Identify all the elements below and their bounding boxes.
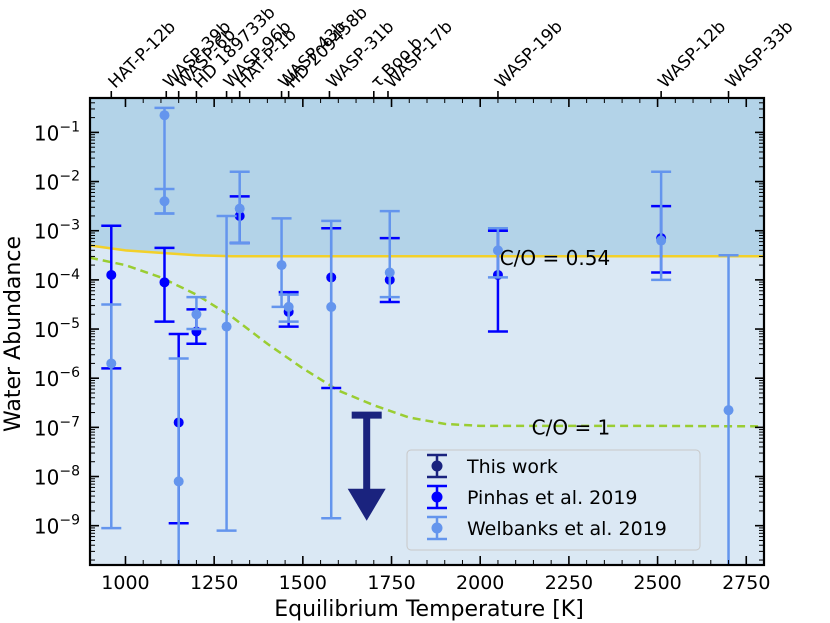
data-marker (656, 235, 667, 246)
data-marker (492, 245, 503, 256)
legend-box (406, 449, 701, 551)
data-marker (234, 203, 245, 214)
legend-label: This work (466, 456, 558, 478)
legend-marker (431, 491, 443, 503)
legend-label: Pinhas et al. 2019 (467, 487, 638, 509)
data-marker (159, 196, 170, 207)
welbanks-point (651, 170, 672, 282)
y-tick-label: 10−5 (34, 316, 80, 342)
x-tick-label: 1500 (279, 572, 327, 594)
legend-entry: This work (427, 453, 558, 479)
welbanks-point (321, 219, 342, 520)
welbanks-point (168, 357, 189, 565)
x-tick-label: 1750 (367, 572, 415, 594)
planet-label: WASP-33b (722, 17, 797, 92)
this-work-upper-limit-arrow (347, 411, 386, 521)
y-tick-label: 10−4 (34, 267, 80, 293)
legend-marker (431, 522, 443, 534)
x-tick-label: 1000 (101, 572, 149, 594)
region-above-co-054 (90, 98, 764, 257)
y-tick-label: 10−6 (34, 365, 80, 391)
upper-limit-arrowhead (347, 488, 386, 521)
y-tick-label: 10−8 (34, 464, 80, 490)
data-marker (191, 309, 202, 320)
legend-marker (431, 460, 443, 472)
y-tick-label: 10−9 (34, 513, 80, 539)
x-tick-label: 2250 (545, 572, 593, 594)
y-tick-label: 10−7 (34, 414, 80, 440)
x-tick-label: 1250 (190, 572, 238, 594)
planet-label: WASP-19b (491, 17, 566, 92)
data-marker (173, 476, 184, 487)
data-marker (276, 260, 287, 271)
planet-label: WASP-12b (655, 17, 730, 92)
data-marker (384, 267, 395, 278)
pinhas-point (154, 246, 175, 323)
welbanks-point (487, 227, 508, 279)
curve-label-co-1: C/O = 1 (532, 415, 611, 439)
welbanks-point (229, 170, 250, 245)
welbanks-point (101, 303, 122, 530)
welbanks-point (216, 214, 237, 532)
data-marker (106, 358, 117, 369)
data-marker (159, 110, 170, 121)
data-marker (326, 301, 337, 312)
legend-entry: Welbanks et al. 2019 (427, 515, 667, 541)
welbanks-point (379, 209, 400, 299)
welbanks-point (186, 295, 207, 331)
data-marker (283, 301, 294, 312)
x-tick-label: 2500 (633, 572, 681, 594)
y-tick-label: 10−1 (34, 119, 80, 145)
x-tick-label: 2750 (722, 572, 770, 594)
curve-co-054 (90, 244, 764, 258)
x-tick-label: 2000 (456, 572, 504, 594)
data-marker (221, 321, 232, 332)
data-marker (159, 277, 170, 288)
y-tick-label: 10−3 (34, 218, 80, 244)
data-marker (106, 269, 117, 280)
legend-label: Welbanks et al. 2019 (467, 518, 667, 540)
curve-label-co-054: C/O = 0.54 (500, 246, 610, 270)
welbanks-point (278, 293, 299, 323)
welbanks-point (154, 187, 175, 215)
welbanks-point (718, 254, 739, 565)
x-axis-label: Equilibrium Temperature [K] (274, 597, 584, 622)
legend-entry: Pinhas et al. 2019 (427, 484, 638, 510)
y-axis-label: Water Abundance (1, 236, 26, 432)
y-tick-label: 10−2 (34, 169, 80, 195)
data-marker (723, 405, 734, 416)
